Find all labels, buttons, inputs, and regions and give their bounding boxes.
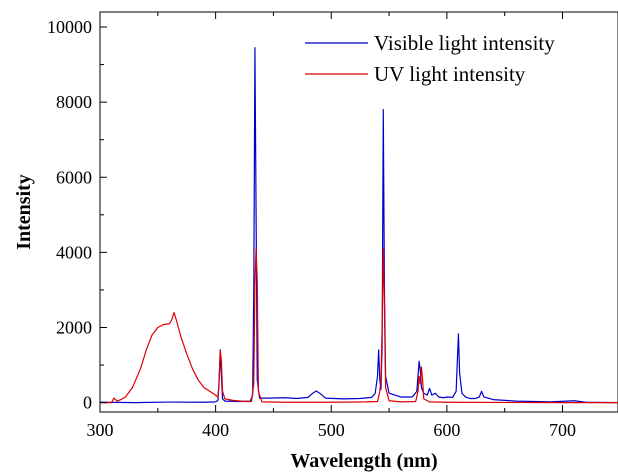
legend: Visible light intensity UV light intensit… bbox=[305, 31, 555, 86]
x-tick-label: 600 bbox=[433, 420, 460, 440]
series-layer bbox=[99, 47, 618, 404]
x-tick-label: 500 bbox=[318, 420, 345, 440]
y-tick-label: 0 bbox=[83, 393, 92, 413]
y-tick-label: 6000 bbox=[56, 167, 92, 187]
series-line-1 bbox=[100, 248, 618, 404]
x-tick-label: 400 bbox=[202, 420, 229, 440]
y-tick-label: 2000 bbox=[56, 317, 92, 337]
legend-label-1: UV light intensity bbox=[374, 62, 526, 86]
axes-layer: 300 400 500 600 700 0 2000 4000 6000 8000 10000 bbox=[47, 12, 576, 440]
y-tick-label: 8000 bbox=[56, 92, 92, 112]
y-tick-label: 4000 bbox=[56, 242, 92, 262]
legend-label-0: Visible light intensity bbox=[374, 31, 555, 55]
x-tick-label: 700 bbox=[549, 420, 576, 440]
x-tick-label: 300 bbox=[87, 420, 114, 440]
x-axis-title: Wavelength (nm) bbox=[290, 450, 437, 472]
y-axis-title: Intensity bbox=[13, 174, 35, 250]
y-tick-label: 10000 bbox=[47, 17, 92, 37]
plot-frame bbox=[99, 11, 618, 413]
plot-area bbox=[99, 11, 618, 413]
